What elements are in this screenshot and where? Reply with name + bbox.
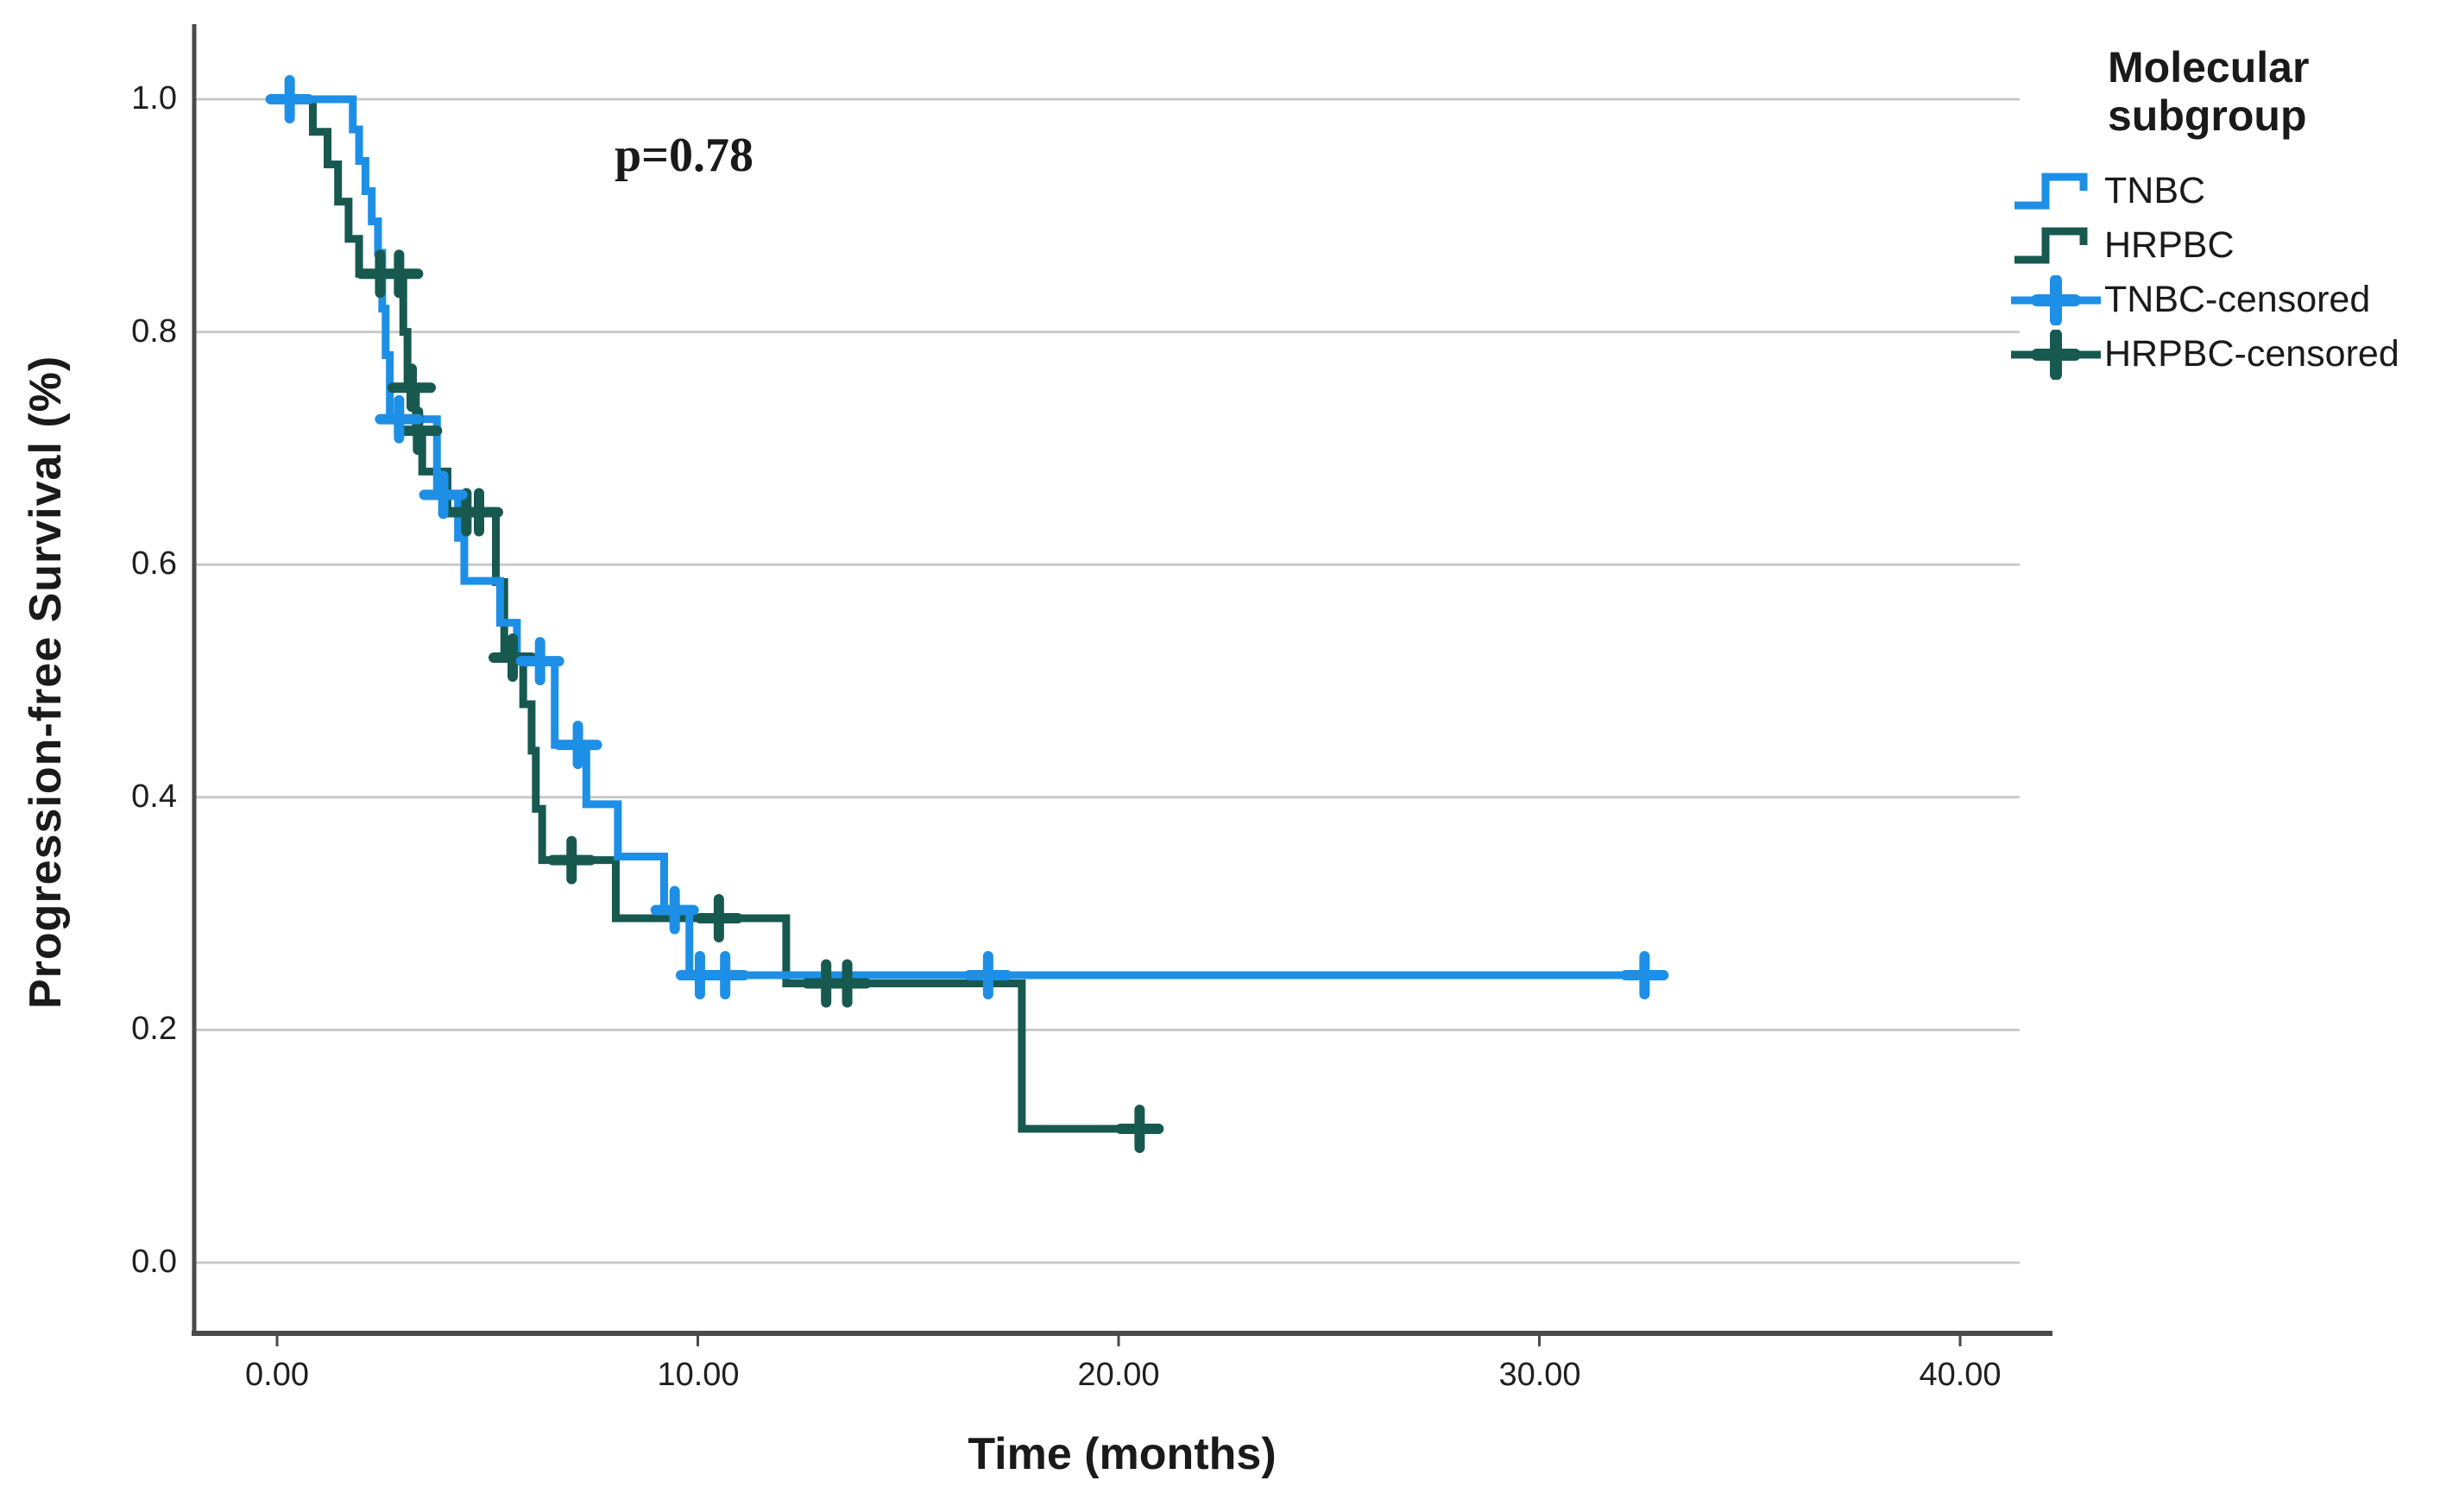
y-axis-title: Progression-free Survival (%) (21, 355, 71, 1009)
x-tick-label: 10.00 (657, 1357, 740, 1393)
x-axis-title: Time (months) (968, 1429, 1277, 1479)
legend-item-hrpbc: HRPBC (2011, 218, 2456, 273)
series-line-TNBC (277, 95, 1647, 980)
legend-label-tnbc-censored: TNBC-censored (2104, 279, 2371, 320)
legend-label-hrpbc-censored: HRPBC-censored (2104, 333, 2399, 375)
legend-title: Molecular subgroup (2108, 43, 2310, 140)
x-tick-label: 20.00 (1077, 1357, 1160, 1393)
tnbc-censored-plus-icon (2011, 274, 2101, 325)
legend-label-hrpbc: HRPBC (2104, 224, 2235, 266)
tnbc-step-line-icon (2014, 173, 2088, 209)
y-tick-label: 0.6 (131, 545, 177, 582)
legend-label-tnbc: TNBC (2104, 170, 2206, 211)
y-tick-label: 0.0 (131, 1244, 177, 1280)
legend-item-tnbc: TNBC (2011, 164, 2456, 218)
hrpbc-step-line-icon (2014, 227, 2088, 263)
legend-item-hrpbc-censored: HRPBC-censored (2011, 327, 2456, 381)
legend: Molecular subgroup TNBC HRPBC TNBC-cen (2011, 43, 2456, 381)
censor-marks-TNBC (265, 75, 1669, 1000)
y-tick-label: 1.0 (131, 80, 177, 117)
p-value-annotation: p=0.78 (615, 129, 754, 182)
y-tick-label: 0.8 (131, 313, 177, 350)
legend-item-tnbc-censored: TNBC-censored (2011, 273, 2456, 327)
y-tick-label: 0.4 (131, 778, 177, 815)
y-tick-label: 0.2 (131, 1011, 177, 1047)
x-tick-label: 40.00 (1919, 1357, 2002, 1393)
x-tick-label: 0.00 (245, 1357, 309, 1393)
censor-marks-HRPBC (356, 249, 1164, 1153)
hrpbc-censored-plus-icon (2011, 329, 2101, 380)
x-tick-label: 30.00 (1498, 1357, 1581, 1393)
